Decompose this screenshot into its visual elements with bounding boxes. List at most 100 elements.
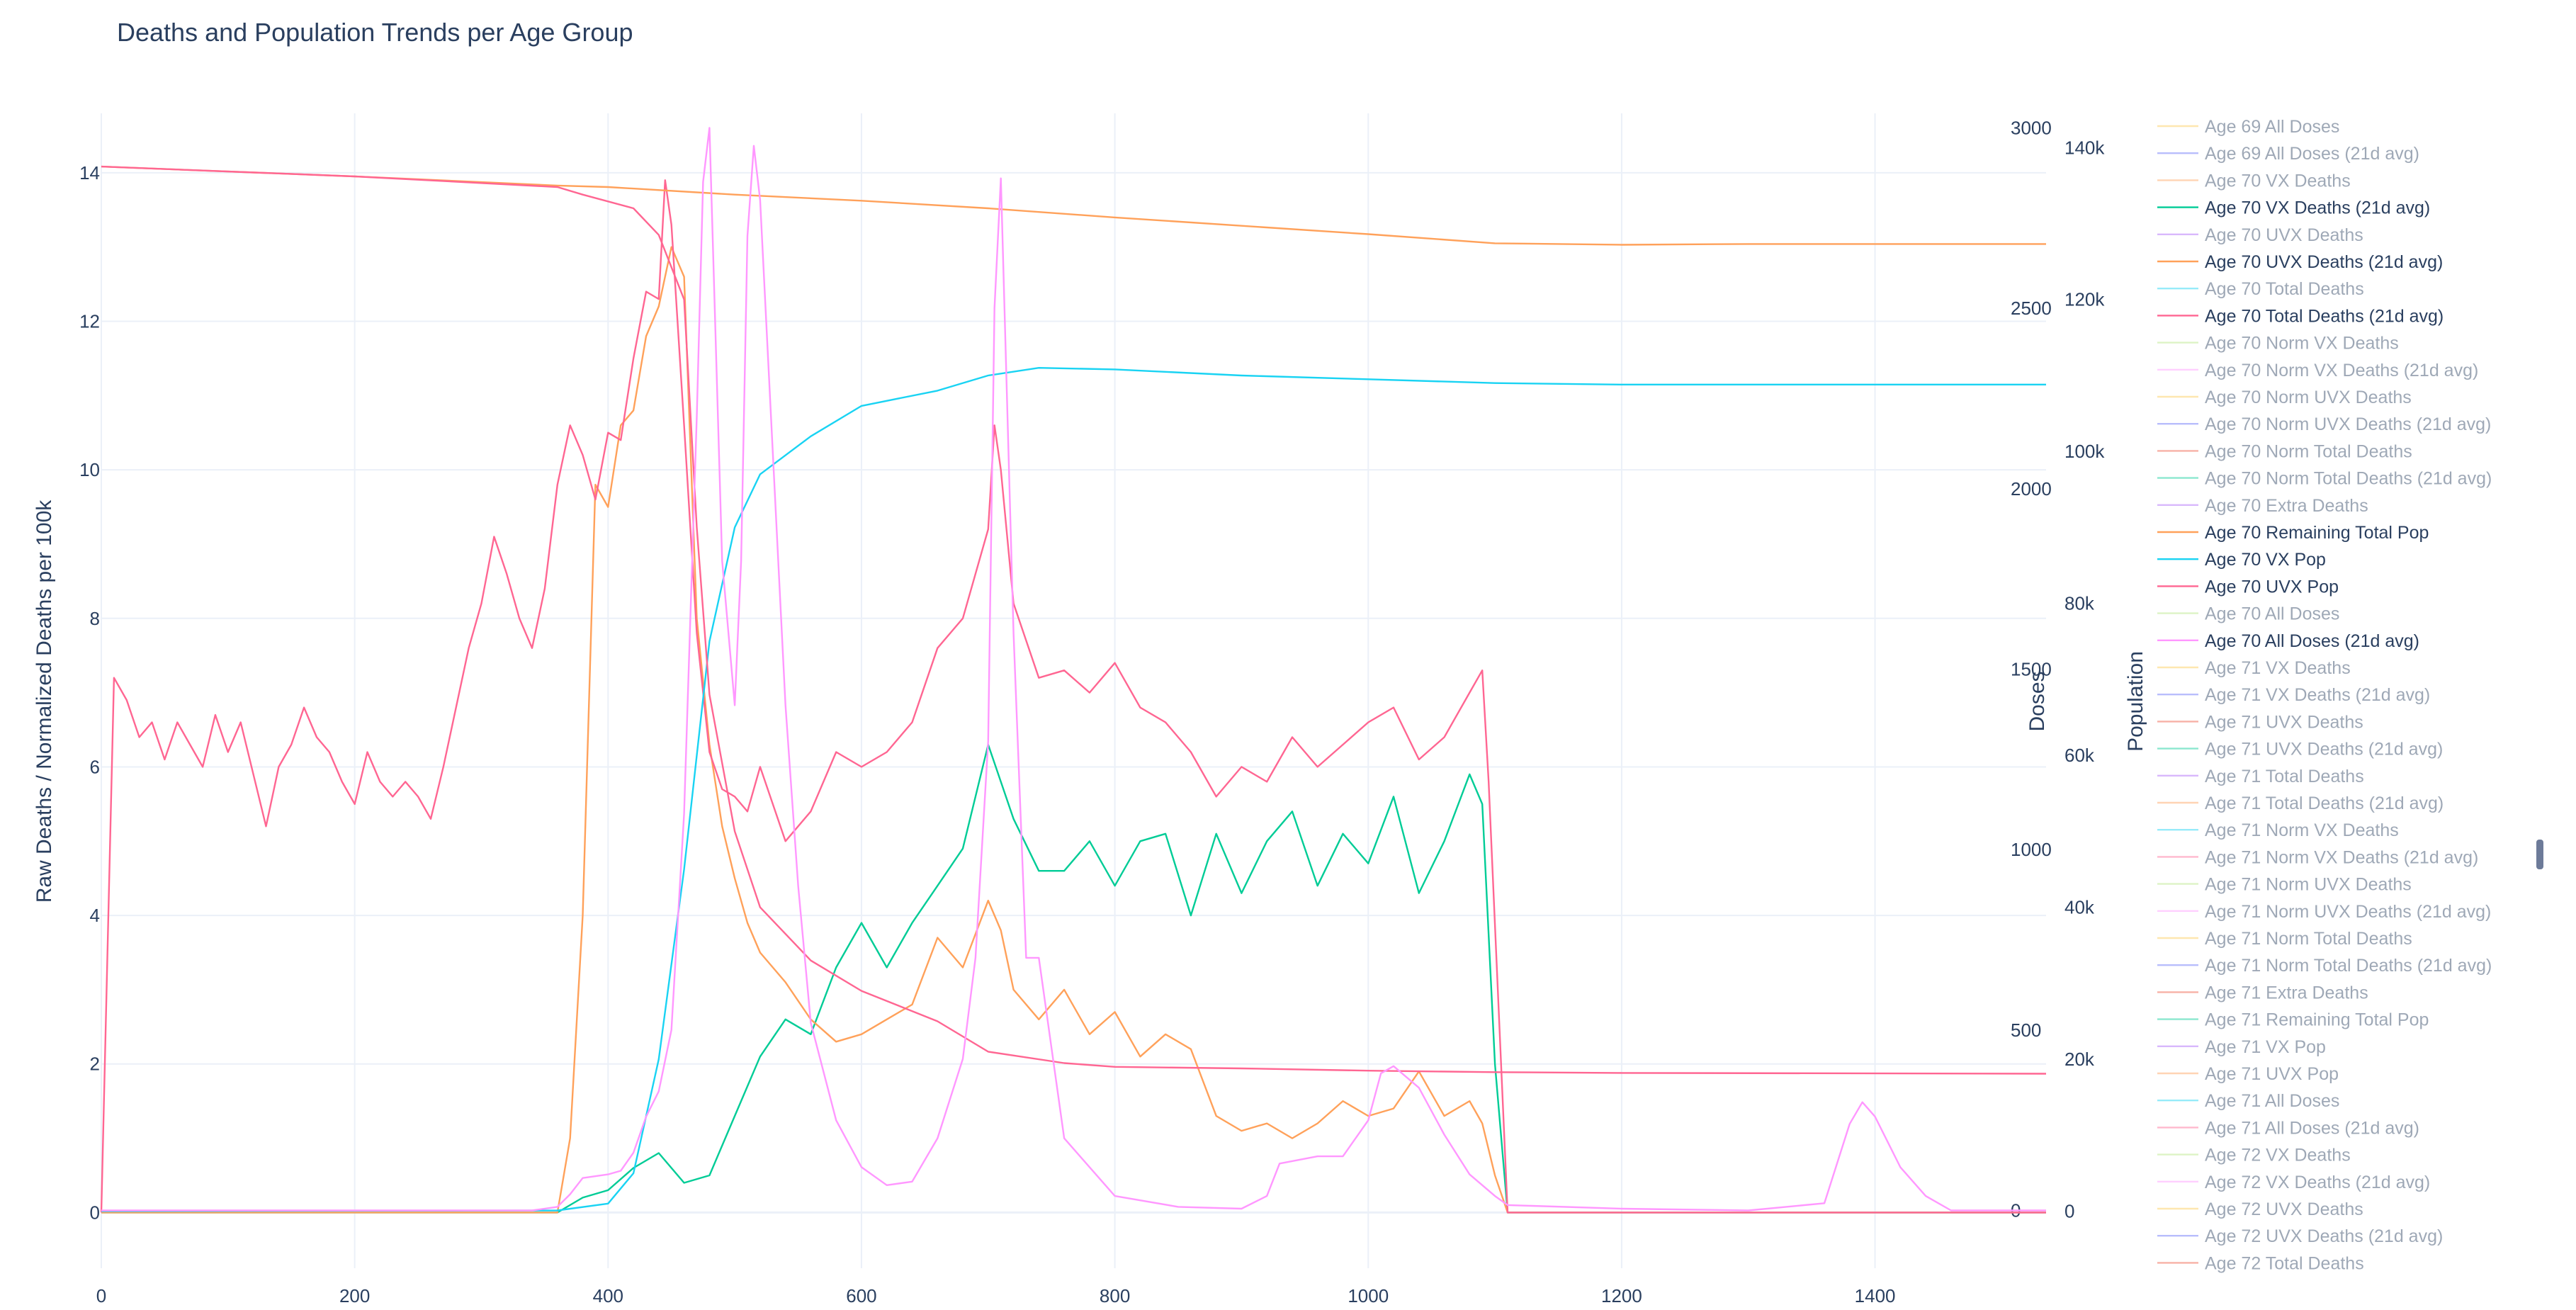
legend-label: Age 70 VX Deaths bbox=[2205, 171, 2351, 191]
legend-label: Age 71 Norm Total Deaths (21d avg) bbox=[2205, 956, 2492, 976]
legend-item[interactable]: Age 71 Remaining Total Pop bbox=[2157, 1010, 2429, 1030]
legend-item[interactable]: Age 69 All Doses bbox=[2157, 117, 2339, 137]
legend-item[interactable]: Age 70 Total Deaths (21d avg) bbox=[2157, 306, 2444, 326]
legend-item[interactable]: Age 71 Total Deaths bbox=[2157, 767, 2364, 786]
y3-tick-label: 0 bbox=[2064, 1201, 2074, 1222]
y-tick-label: 6 bbox=[90, 756, 100, 777]
y-tick-label: 8 bbox=[90, 608, 100, 629]
series-line bbox=[101, 743, 2046, 1214]
legend-label: Age 71 Extra Deaths bbox=[2205, 983, 2368, 1003]
series-layer bbox=[100, 127, 2047, 1214]
legend-label: Age 70 Total Deaths bbox=[2205, 279, 2364, 299]
y3-tick-label: 100k bbox=[2064, 441, 2105, 462]
x-tick-label: 200 bbox=[339, 1285, 370, 1306]
legend-label: Age 71 Total Deaths bbox=[2205, 767, 2364, 786]
legend[interactable]: Age 69 All Doses Age 69 All Doses (21d av… bbox=[2157, 117, 2492, 1273]
y3-tick-label: 80k bbox=[2064, 593, 2095, 614]
legend-item[interactable]: Age 71 UVX Deaths (21d avg) bbox=[2157, 740, 2443, 760]
y2-tick-label: 2500 bbox=[2011, 298, 2052, 319]
x-tick-label: 1000 bbox=[1348, 1285, 1389, 1306]
legend-label: Age 71 UVX Pop bbox=[2205, 1064, 2339, 1084]
legend-item[interactable]: Age 70 Norm UVX Deaths bbox=[2157, 388, 2412, 407]
legend-item[interactable]: Age 71 VX Deaths bbox=[2157, 658, 2351, 678]
legend-label: Age 70 Norm UVX Deaths (21d avg) bbox=[2205, 414, 2491, 434]
legend-label: Age 72 VX Deaths bbox=[2205, 1146, 2351, 1165]
legend-label: Age 69 All Doses bbox=[2205, 117, 2339, 137]
legend-item[interactable]: Age 70 VX Deaths bbox=[2157, 171, 2351, 191]
legend-label: Age 70 VX Deaths (21d avg) bbox=[2205, 198, 2430, 218]
legend-item[interactable]: Age 70 Remaining Total Pop bbox=[2157, 523, 2429, 543]
y2-axis-title: Doses bbox=[2026, 671, 2049, 731]
legend-item[interactable]: Age 71 Norm VX Deaths (21d avg) bbox=[2157, 847, 2478, 867]
legend-item[interactable]: Age 71 All Doses bbox=[2157, 1091, 2339, 1111]
legend-item[interactable]: Age 71 Norm UVX Deaths (21d avg) bbox=[2157, 902, 2491, 922]
legend-item[interactable]: Age 70 Norm UVX Deaths (21d avg) bbox=[2157, 414, 2491, 434]
y3-tick-label: 40k bbox=[2064, 897, 2095, 918]
y-tick-label: 12 bbox=[79, 311, 100, 332]
legend-item[interactable]: Age 71 Norm Total Deaths (21d avg) bbox=[2157, 956, 2492, 976]
legend-item[interactable]: Age 70 UVX Pop bbox=[2157, 577, 2339, 597]
legend-item[interactable]: Age 72 UVX Deaths (21d avg) bbox=[2157, 1226, 2443, 1246]
legend-item[interactable]: Age 70 UVX Deaths bbox=[2157, 225, 2363, 245]
legend-label: Age 70 Norm VX Deaths bbox=[2205, 334, 2399, 354]
legend-label: Age 71 VX Deaths (21d avg) bbox=[2205, 685, 2430, 705]
legend-item[interactable]: Age 71 Norm Total Deaths bbox=[2157, 929, 2412, 949]
y-tick-label: 14 bbox=[79, 162, 100, 183]
x-tick-label: 0 bbox=[96, 1285, 106, 1306]
legend-label: Age 70 Norm UVX Deaths bbox=[2205, 388, 2412, 407]
legend-item[interactable]: Age 70 VX Pop bbox=[2157, 550, 2326, 570]
legend-item[interactable]: Age 72 VX Deaths (21d avg) bbox=[2157, 1173, 2430, 1192]
legend-label: Age 72 UVX Deaths (21d avg) bbox=[2205, 1226, 2443, 1246]
legend-item[interactable]: Age 70 Norm Total Deaths (21d avg) bbox=[2157, 469, 2492, 489]
legend-item[interactable]: Age 70 Norm VX Deaths bbox=[2157, 334, 2399, 354]
legend-item[interactable]: Age 71 Norm UVX Deaths bbox=[2157, 875, 2412, 895]
legend-label: Age 70 Total Deaths (21d avg) bbox=[2205, 306, 2444, 326]
legend-item[interactable]: Age 71 UVX Pop bbox=[2157, 1064, 2339, 1084]
legend-label: Age 70 UVX Pop bbox=[2205, 577, 2339, 597]
legend-item[interactable]: Age 70 All Doses (21d avg) bbox=[2157, 631, 2419, 651]
legend-item[interactable]: Age 72 VX Deaths bbox=[2157, 1146, 2351, 1165]
legend-item[interactable]: Age 71 UVX Deaths bbox=[2157, 712, 2363, 732]
legend-item[interactable]: Age 71 Extra Deaths bbox=[2157, 983, 2368, 1003]
y3-tick-label: 60k bbox=[2064, 745, 2095, 766]
legend-label: Age 71 VX Pop bbox=[2205, 1037, 2326, 1057]
series-line bbox=[100, 179, 2046, 1214]
legend-label: Age 72 VX Deaths (21d avg) bbox=[2205, 1173, 2430, 1192]
y-tick-label: 2 bbox=[90, 1054, 100, 1075]
legend-item[interactable]: Age 69 All Doses (21d avg) bbox=[2157, 144, 2419, 164]
legend-label: Age 71 Norm Total Deaths bbox=[2205, 929, 2412, 949]
series-line bbox=[101, 367, 2046, 1212]
series-line bbox=[101, 165, 2047, 1075]
legend-item[interactable]: Age 71 Norm VX Deaths bbox=[2157, 820, 2399, 840]
legend-label: Age 71 Norm VX Deaths bbox=[2205, 820, 2399, 840]
y2-tick-label: 2000 bbox=[2011, 478, 2052, 499]
legend-item[interactable]: Age 70 Extra Deaths bbox=[2157, 496, 2368, 516]
legend-label: Age 70 VX Pop bbox=[2205, 550, 2326, 570]
legend-item[interactable]: Age 72 Total Deaths bbox=[2157, 1253, 2364, 1273]
legend-item[interactable]: Age 71 All Doses (21d avg) bbox=[2157, 1118, 2419, 1138]
legend-item[interactable]: Age 70 Norm VX Deaths (21d avg) bbox=[2157, 361, 2478, 380]
x-tick-label: 800 bbox=[1100, 1285, 1130, 1306]
legend-label: Age 70 Norm Total Deaths (21d avg) bbox=[2205, 469, 2492, 489]
legend-label: Age 71 Norm VX Deaths (21d avg) bbox=[2205, 847, 2478, 867]
legend-item[interactable]: Age 70 Norm Total Deaths bbox=[2157, 441, 2412, 461]
legend-item[interactable]: Age 70 VX Deaths (21d avg) bbox=[2157, 198, 2430, 218]
legend-label: Age 71 Norm UVX Deaths bbox=[2205, 875, 2412, 895]
legend-label: Age 70 UVX Deaths (21d avg) bbox=[2205, 252, 2443, 272]
legend-item[interactable]: Age 70 All Doses bbox=[2157, 604, 2339, 624]
legend-label: Age 70 UVX Deaths bbox=[2205, 225, 2363, 245]
legend-item[interactable]: Age 71 Total Deaths (21d avg) bbox=[2157, 794, 2444, 813]
legend-item[interactable]: Age 70 Total Deaths bbox=[2157, 279, 2364, 299]
legend-label: Age 72 Total Deaths bbox=[2205, 1253, 2364, 1273]
legend-item[interactable]: Age 71 VX Deaths (21d avg) bbox=[2157, 685, 2430, 705]
legend-scrollbar-handle[interactable] bbox=[2536, 840, 2543, 869]
legend-item[interactable]: Age 72 UVX Deaths bbox=[2157, 1199, 2363, 1219]
y2-tick-label: 1000 bbox=[2011, 839, 2052, 860]
x-tick-label: 1400 bbox=[1855, 1285, 1896, 1306]
legend-item[interactable]: Age 71 VX Pop bbox=[2157, 1037, 2326, 1057]
legend-label: Age 71 Norm UVX Deaths (21d avg) bbox=[2205, 902, 2491, 922]
y3-tick-label: 140k bbox=[2064, 137, 2105, 158]
legend-item[interactable]: Age 70 UVX Deaths (21d avg) bbox=[2157, 252, 2443, 272]
